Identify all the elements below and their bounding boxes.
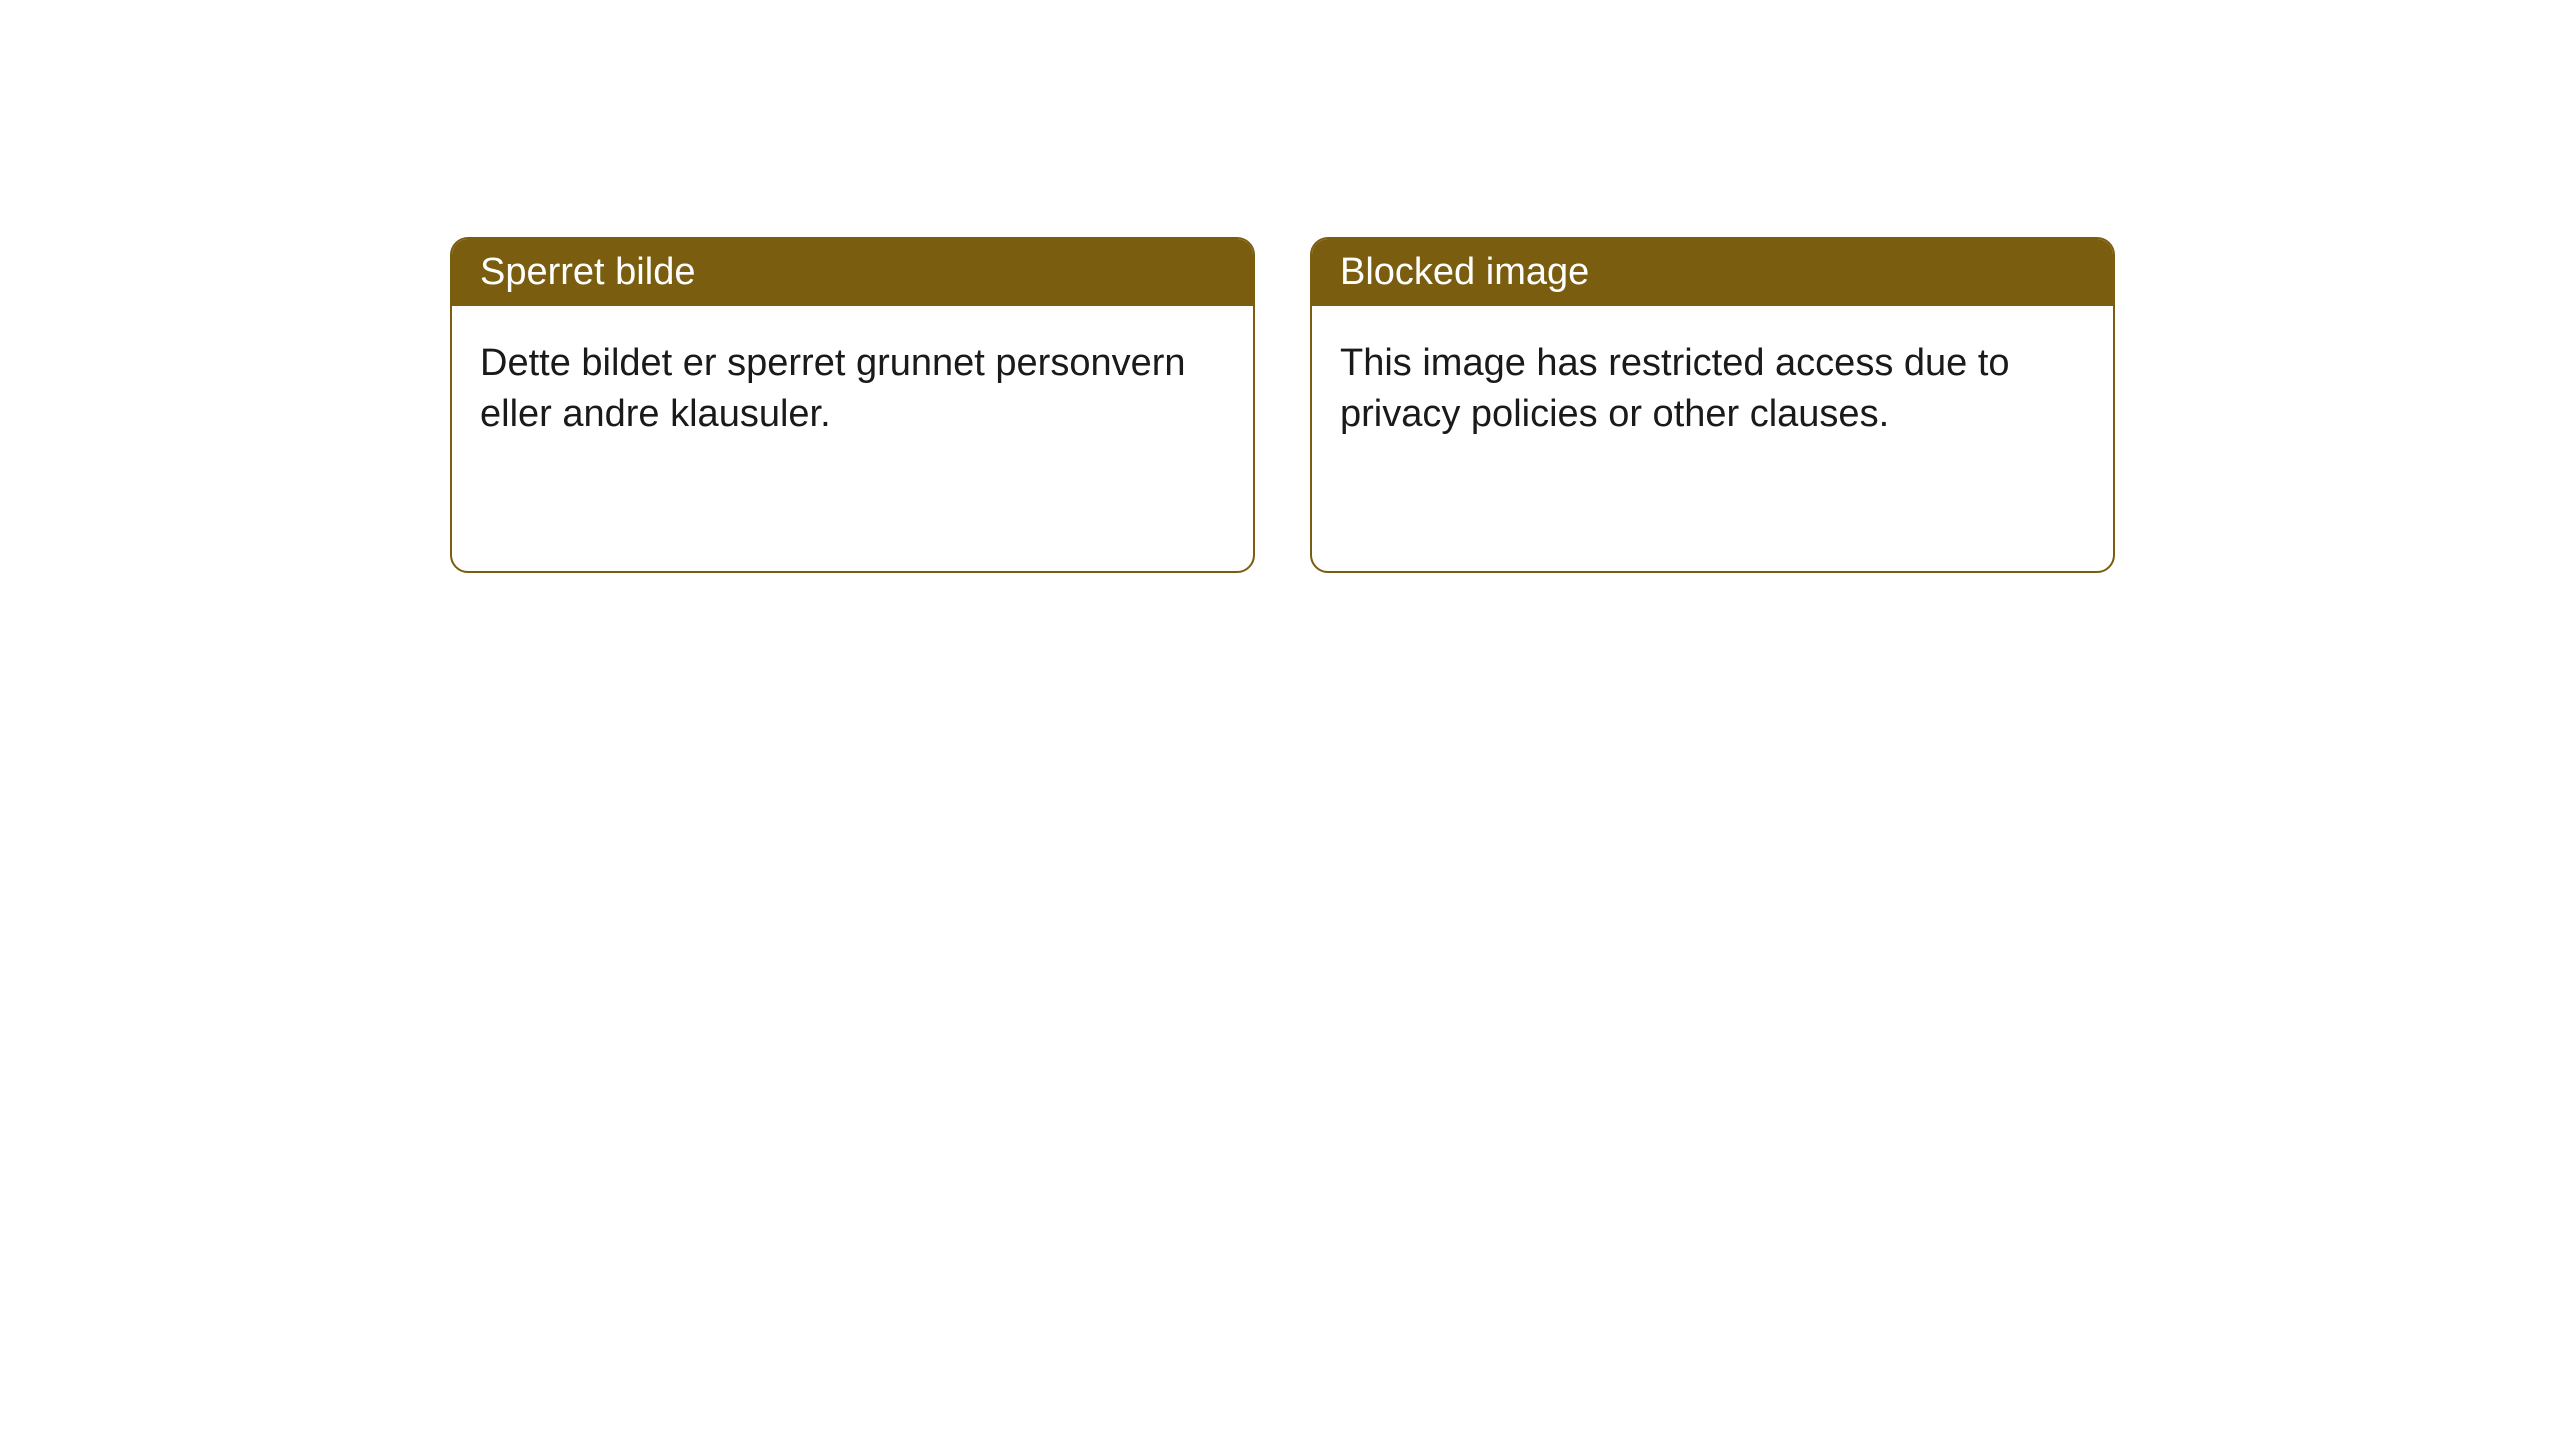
- notice-body-english: This image has restricted access due to …: [1312, 306, 2113, 473]
- notice-message-text: This image has restricted access due to …: [1340, 342, 2010, 435]
- notice-card-english: Blocked image This image has restricted …: [1310, 237, 2115, 573]
- notice-title-english: Blocked image: [1312, 239, 2113, 306]
- notice-title-norwegian: Sperret bilde: [452, 239, 1253, 306]
- notice-title-text: Blocked image: [1340, 251, 1589, 293]
- notice-card-norwegian: Sperret bilde Dette bildet er sperret gr…: [450, 237, 1255, 573]
- notice-message-text: Dette bildet er sperret grunnet personve…: [480, 342, 1186, 435]
- notice-body-norwegian: Dette bildet er sperret grunnet personve…: [452, 306, 1253, 473]
- notice-container: Sperret bilde Dette bildet er sperret gr…: [0, 0, 2560, 573]
- notice-title-text: Sperret bilde: [480, 251, 695, 293]
